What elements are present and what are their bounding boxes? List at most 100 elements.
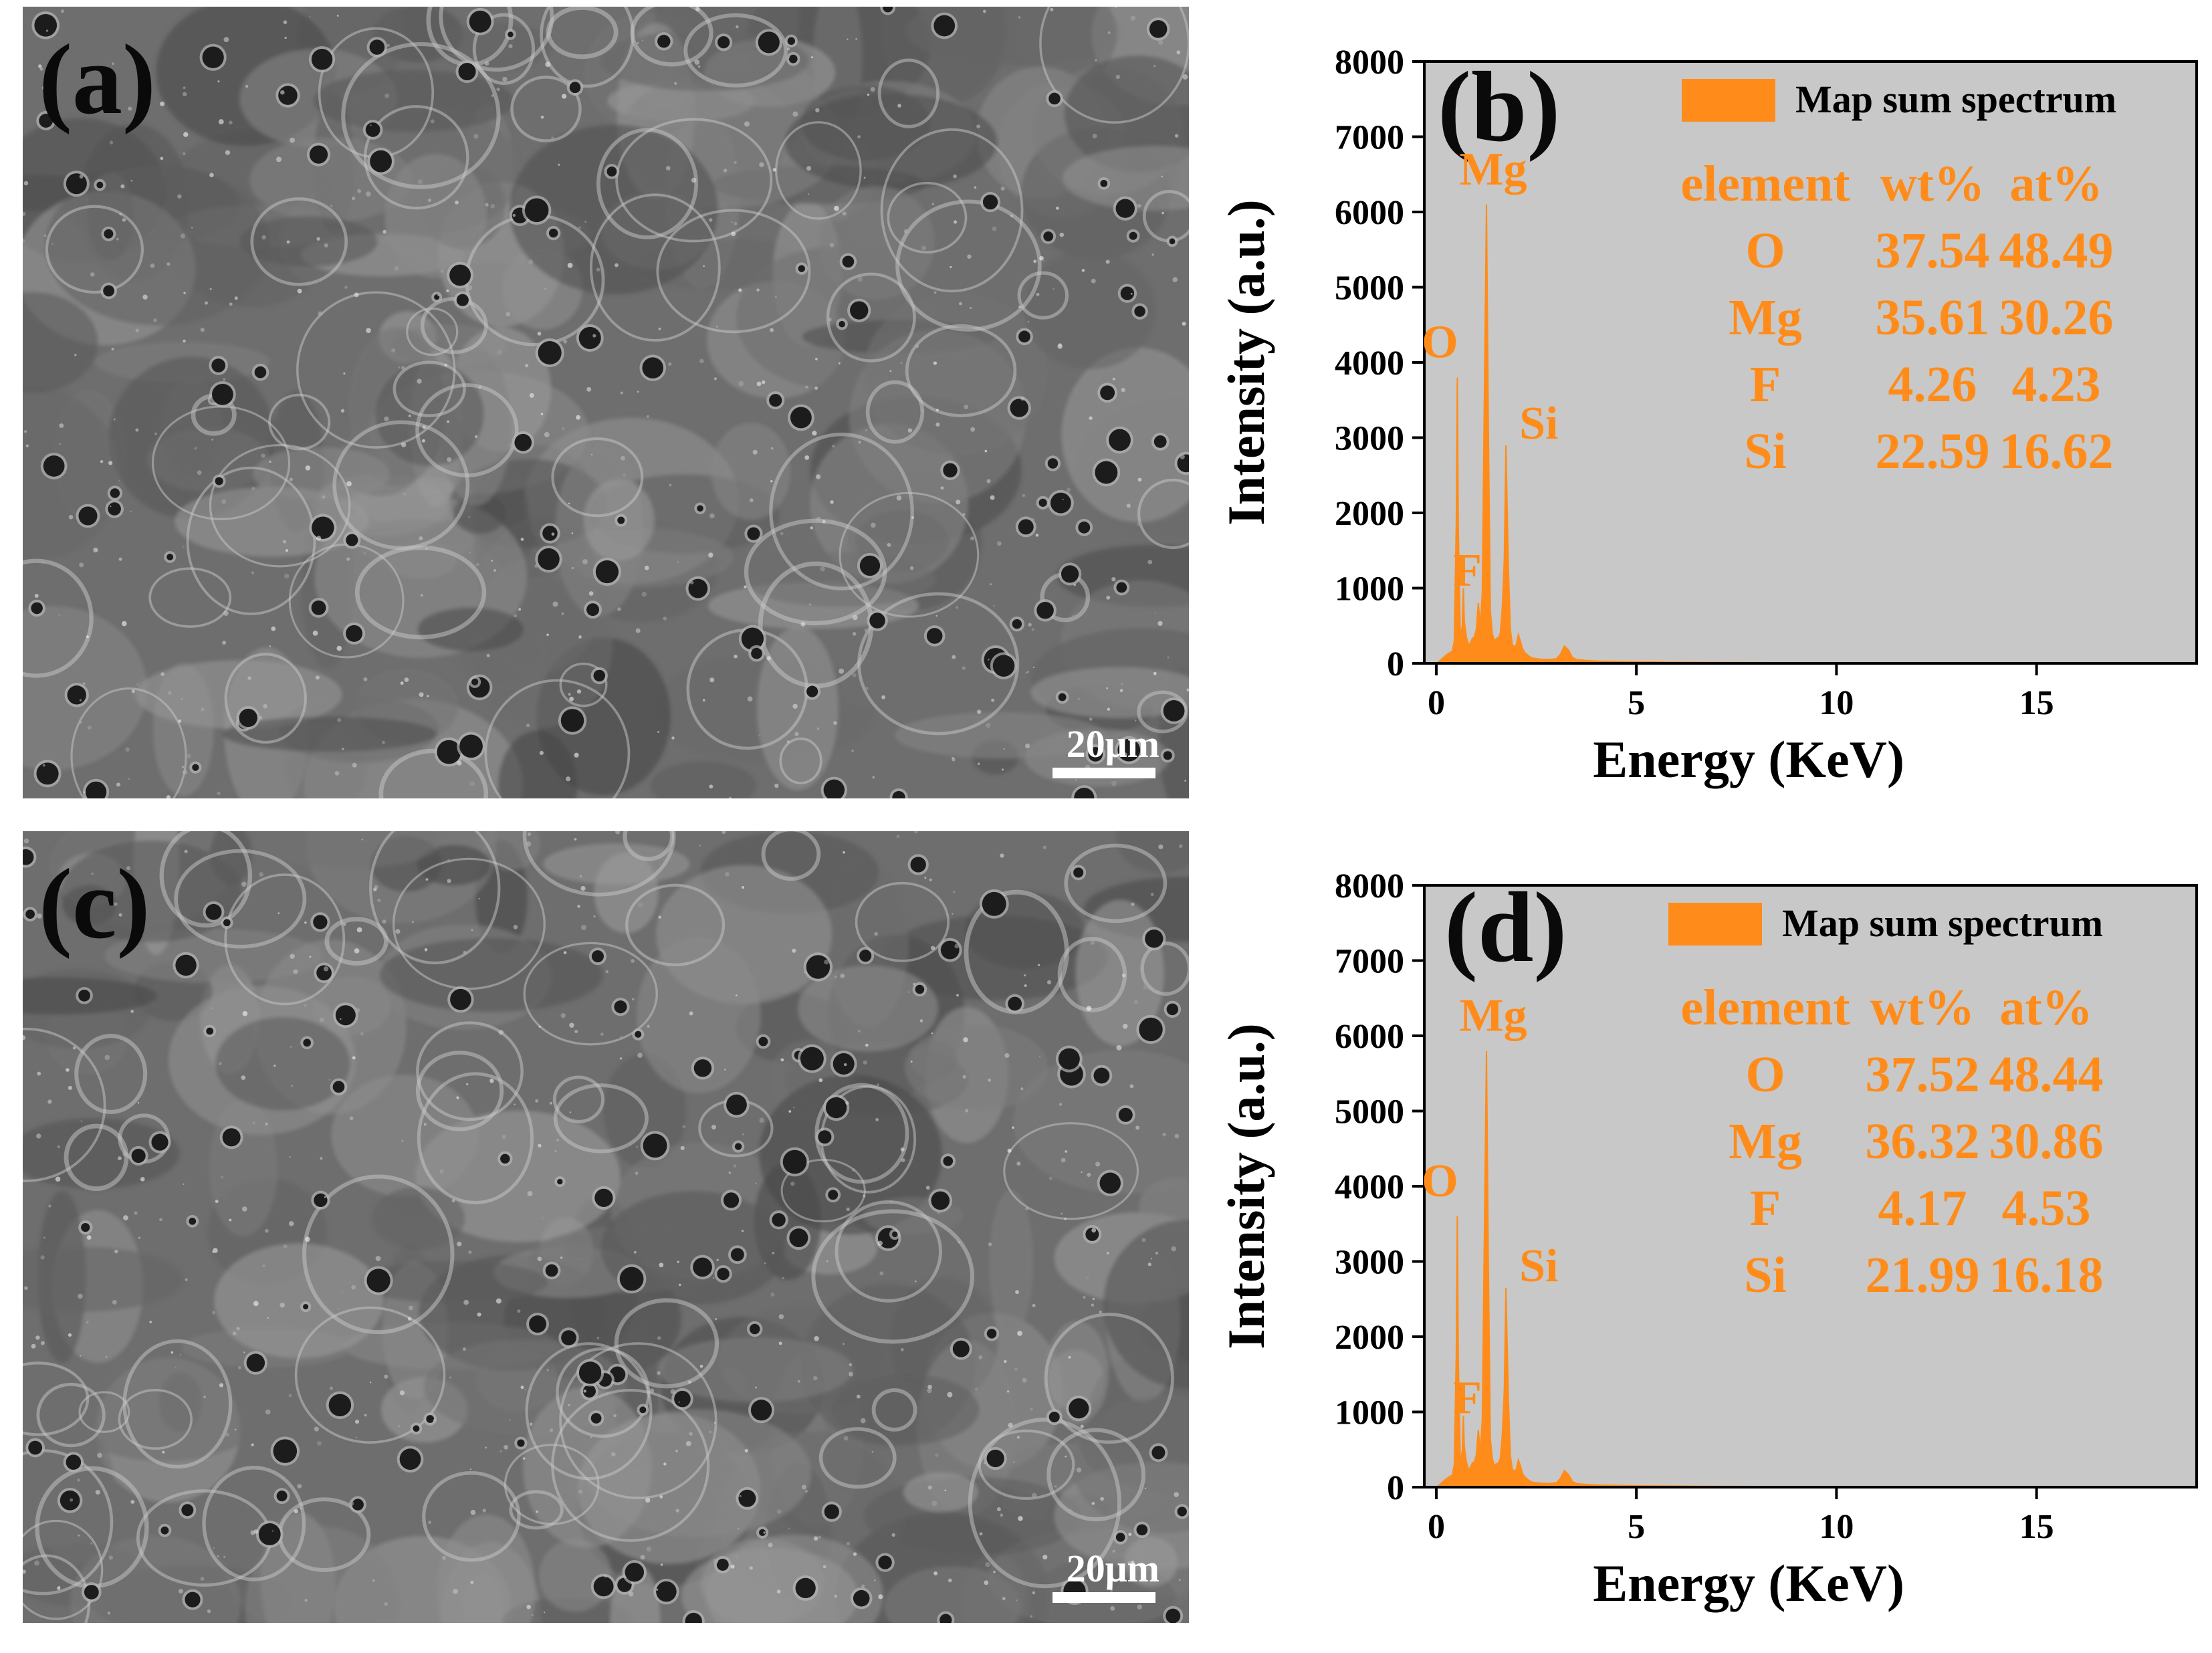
sem-pore xyxy=(883,7,893,13)
sem-grain xyxy=(757,627,839,790)
sem-speck xyxy=(1018,1516,1023,1521)
sem-pore xyxy=(192,764,199,771)
peak-label: F xyxy=(1453,1372,1482,1424)
sem-speck xyxy=(351,1285,356,1290)
sem-grain xyxy=(1064,55,1189,173)
sem-speck xyxy=(366,328,371,334)
sem-speck xyxy=(1155,1251,1159,1255)
sem-speck xyxy=(439,1169,444,1174)
sem-speck xyxy=(509,1419,511,1421)
x-tick-label: 15 xyxy=(2019,684,2054,722)
sem-pore xyxy=(915,984,925,994)
sem-pore xyxy=(586,603,599,617)
sem-speck xyxy=(136,683,139,685)
sem-speck xyxy=(838,362,841,364)
sem-speck xyxy=(1176,50,1181,55)
sem-speck xyxy=(334,770,340,776)
sem-nodule-edge xyxy=(895,199,1042,332)
sem-speck xyxy=(709,784,713,789)
sem-speck xyxy=(1025,1206,1029,1210)
sem-speck xyxy=(374,885,378,889)
sem-grain xyxy=(509,124,718,295)
sem-pore xyxy=(992,655,1015,677)
sem-speck xyxy=(1141,1238,1146,1242)
panel-label: (b) xyxy=(1438,51,1560,162)
sem-pore xyxy=(749,1323,760,1335)
sem-pore xyxy=(788,54,798,64)
sem-pore xyxy=(1058,1048,1080,1070)
sem-speck xyxy=(1015,1290,1019,1295)
sem-speck xyxy=(447,420,450,423)
y-tick-label: 2000 xyxy=(1335,495,1404,533)
sem-speck xyxy=(1031,628,1034,631)
sem-speck xyxy=(45,29,49,32)
sem-speck xyxy=(251,571,255,574)
sem-speck xyxy=(1137,1604,1143,1610)
sem-speck xyxy=(576,415,581,420)
sem-speck xyxy=(211,439,213,441)
sem-speck xyxy=(1115,7,1117,8)
sem-speck xyxy=(1035,534,1039,537)
sem-speck xyxy=(182,770,188,775)
sem-speck xyxy=(35,1335,40,1340)
sem-speck xyxy=(1110,1606,1115,1611)
sem-speck xyxy=(314,1426,319,1432)
sem-speck xyxy=(428,1521,431,1524)
sem-speck xyxy=(657,1336,661,1340)
sem-speck xyxy=(419,692,424,697)
sem-speck xyxy=(921,245,926,251)
sem-grain xyxy=(903,1472,978,1512)
sem-speck xyxy=(1112,377,1115,380)
sem-speck xyxy=(870,87,875,92)
sem-speck xyxy=(527,832,532,837)
sem-speck xyxy=(265,1122,268,1125)
sem-speck xyxy=(213,1547,215,1549)
sem-speck xyxy=(364,552,366,554)
sem-speck xyxy=(417,179,423,185)
sem-speck xyxy=(678,1401,680,1403)
sem-speck xyxy=(482,1509,486,1513)
sem-speck xyxy=(689,1011,693,1016)
sem-nodule-edge xyxy=(522,831,676,897)
sem-speck xyxy=(337,1309,340,1311)
sem-speck xyxy=(323,966,329,972)
sem-speck xyxy=(42,764,45,767)
sem-pore xyxy=(1069,1398,1089,1419)
sem-speck xyxy=(80,722,82,724)
sem-pore xyxy=(1153,435,1167,448)
sem-speck xyxy=(812,1375,818,1381)
sem-speck xyxy=(891,1533,895,1537)
sem-speck xyxy=(715,1317,717,1321)
sem-pore xyxy=(818,1130,832,1144)
sem-speck xyxy=(175,1366,177,1368)
sem-speck xyxy=(982,9,986,13)
sem-speck xyxy=(183,132,189,137)
sem-speck xyxy=(691,177,697,183)
sem-speck xyxy=(649,1388,655,1394)
sem-speck xyxy=(1137,477,1142,482)
spectrum-series xyxy=(1434,1051,2197,1488)
sem-pore xyxy=(656,1581,677,1602)
sem-pore xyxy=(524,198,549,223)
sem-speck xyxy=(348,1501,354,1507)
sem-pore xyxy=(309,145,328,164)
sem-speck xyxy=(309,15,311,17)
sem-speck xyxy=(540,115,544,119)
sem-pore xyxy=(1048,92,1061,105)
sem-speck xyxy=(871,522,876,528)
sem-speck xyxy=(1059,1103,1063,1106)
sem-speck xyxy=(865,687,869,690)
sem-nodule-edge xyxy=(540,7,635,88)
sem-pore xyxy=(85,781,107,798)
sem-speck xyxy=(86,1321,89,1324)
sem-speck xyxy=(209,288,212,291)
sem-speck xyxy=(263,703,267,709)
sem-speck xyxy=(1178,844,1183,849)
sem-speck xyxy=(794,732,799,736)
sem-speck xyxy=(137,1102,140,1104)
sem-speck xyxy=(469,1468,471,1470)
sem-speck xyxy=(764,1262,766,1264)
sem-nodule-edge xyxy=(968,1418,1121,1589)
sem-speck xyxy=(251,487,255,491)
sem-pore xyxy=(839,320,845,328)
